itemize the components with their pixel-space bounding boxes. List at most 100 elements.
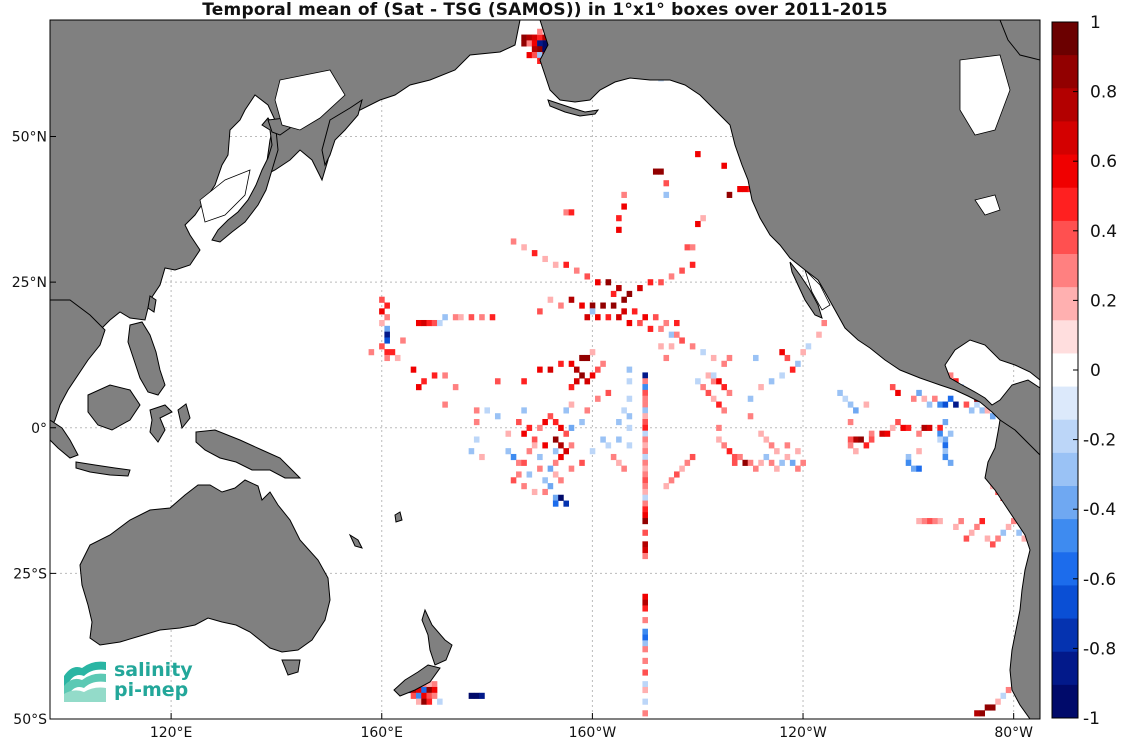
data-cell (526, 34, 533, 41)
data-cell (974, 710, 980, 717)
data-cell (784, 354, 791, 362)
data-cell (700, 384, 706, 391)
data-cell (642, 552, 648, 560)
data-cell (547, 483, 554, 490)
data-cell (853, 448, 859, 455)
data-cell (642, 372, 648, 379)
data-cell (526, 52, 533, 59)
data-cell (721, 360, 727, 367)
data-cell (974, 401, 980, 408)
data-cell (410, 366, 417, 373)
data-cell (600, 302, 606, 309)
data-cell (763, 436, 770, 443)
data-cell (537, 424, 543, 431)
data-cell (626, 395, 633, 402)
data-cell (468, 314, 475, 321)
data-cell (900, 424, 907, 431)
data-cell (642, 407, 648, 414)
data-cell (431, 692, 438, 699)
data-cell (521, 34, 527, 41)
data-cell (642, 442, 648, 449)
data-cell (668, 331, 675, 338)
colorbar-tick-label: 0.4 (1090, 222, 1117, 242)
data-cell (558, 477, 564, 484)
data-cell (642, 593, 648, 600)
lakes (199, 54, 1011, 311)
data-cell (721, 384, 727, 391)
data-cell (932, 518, 938, 525)
data-cell (642, 599, 648, 606)
data-cell (758, 459, 764, 466)
data-cell (384, 349, 390, 356)
data-cell (379, 296, 385, 303)
data-cell (589, 302, 596, 309)
data-cell (589, 448, 596, 455)
lat-tick-label: 50°N (12, 130, 47, 146)
data-cell (531, 46, 538, 53)
data-cell (905, 424, 912, 431)
data-cell (526, 40, 533, 47)
data-cell (937, 401, 943, 408)
colorbar-swatch (1052, 618, 1078, 653)
data-cell (642, 506, 648, 513)
data-cell (389, 349, 396, 356)
data-cell (605, 389, 612, 397)
data-cell (510, 453, 517, 461)
data-cell (937, 424, 943, 431)
data-cell (616, 226, 622, 233)
data-cell (916, 518, 922, 525)
data-cell (642, 646, 648, 653)
data-cell (410, 692, 417, 699)
data-cell (668, 343, 675, 350)
data-cell (937, 518, 943, 525)
data-cell (542, 442, 548, 449)
data-cell (616, 459, 622, 466)
landmasses (50, 20, 1040, 719)
data-cell (905, 459, 912, 466)
data-cell (910, 465, 917, 472)
data-cell (537, 366, 543, 373)
data-cell (568, 384, 575, 391)
lon-tick-label: 120°E (150, 725, 193, 740)
data-cell (473, 692, 480, 699)
lon-tick-label: 80°W (994, 725, 1033, 740)
data-cell (647, 325, 654, 332)
colorbar-swatch (1052, 121, 1078, 156)
data-cell (552, 436, 559, 443)
data-cell (531, 34, 538, 41)
data-cell (847, 442, 854, 449)
colorbar-swatch (1052, 452, 1078, 487)
lat-tick-label: 25°N (12, 275, 47, 291)
data-cell (768, 459, 775, 466)
data-cell (558, 424, 564, 431)
data-cell (573, 366, 580, 373)
data-cell (621, 407, 627, 414)
colorbar-swatch (1052, 187, 1078, 222)
data-cell (689, 343, 696, 350)
land-aleutians (547, 99, 600, 117)
data-cell (979, 518, 986, 525)
data-cell (989, 413, 996, 420)
data-cell (616, 419, 622, 426)
data-cell (663, 180, 670, 187)
data-cell (979, 407, 986, 414)
data-cell (642, 494, 648, 501)
data-cell (868, 436, 875, 443)
land-tasmania (281, 659, 301, 676)
data-cell (542, 46, 548, 53)
data-cell (674, 331, 680, 338)
data-cell (805, 343, 812, 350)
data-cell (384, 337, 390, 344)
data-cell (558, 494, 564, 501)
data-cell (531, 442, 538, 449)
data-cell (595, 366, 601, 373)
data-cell (568, 296, 575, 303)
data-cell (637, 285, 643, 292)
data-cell (415, 692, 422, 699)
data-cell (858, 436, 864, 443)
land-north-america (539, 20, 1040, 471)
data-cell (684, 459, 691, 466)
data-cell (489, 314, 496, 321)
data-cell (642, 483, 648, 490)
data-cell (642, 640, 648, 647)
